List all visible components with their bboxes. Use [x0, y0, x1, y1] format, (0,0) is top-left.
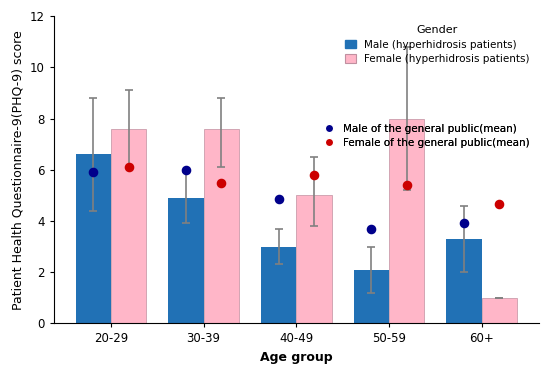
X-axis label: Age group: Age group — [260, 351, 333, 364]
Y-axis label: Patient Health Questionnaire-9(PHQ-9) score: Patient Health Questionnaire-9(PHQ-9) sc… — [11, 30, 24, 310]
Point — [402, 182, 411, 188]
Point — [310, 172, 318, 178]
Point — [495, 201, 504, 207]
Point — [460, 220, 469, 226]
Bar — [204, 129, 239, 323]
Point — [274, 196, 283, 202]
Point — [89, 169, 98, 175]
Bar — [261, 246, 296, 323]
Bar — [76, 154, 111, 323]
Point — [124, 164, 133, 170]
Bar — [354, 270, 389, 323]
Bar — [447, 239, 482, 323]
Bar — [168, 198, 204, 323]
Bar — [296, 195, 332, 323]
Legend: Male of the general public(mean), Female of the general public(mean): Male of the general public(mean), Female… — [320, 120, 534, 152]
Bar — [389, 118, 424, 323]
Point — [367, 226, 376, 232]
Bar — [482, 298, 517, 323]
Point — [217, 180, 226, 186]
Point — [182, 167, 190, 173]
Bar — [111, 129, 146, 323]
